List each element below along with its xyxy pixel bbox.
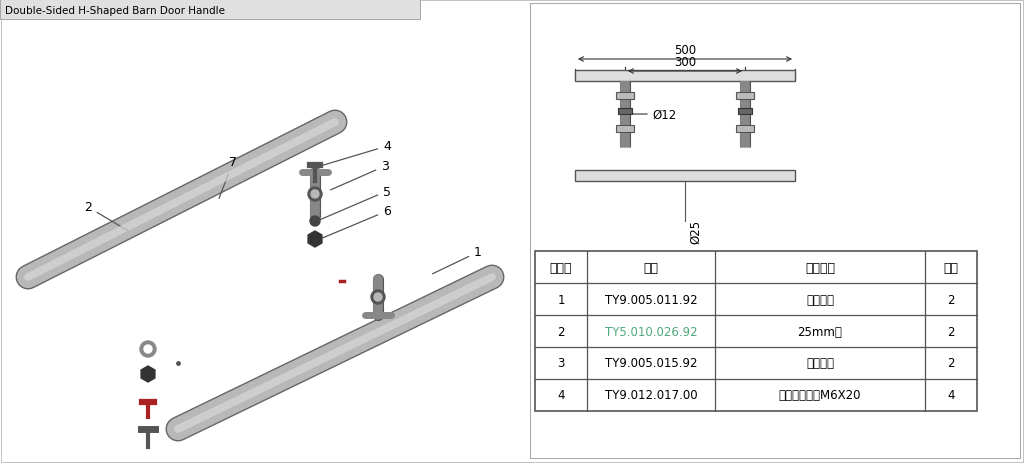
Text: Ø12: Ø12 <box>652 108 676 121</box>
Text: 扶手支架: 扶手支架 <box>806 357 834 369</box>
Text: 数量: 数量 <box>943 261 958 274</box>
Bar <box>575 171 795 181</box>
Text: 2: 2 <box>84 201 128 231</box>
Bar <box>738 109 752 115</box>
Bar <box>616 93 634 100</box>
Text: 300: 300 <box>674 56 696 69</box>
Text: 500: 500 <box>674 44 696 56</box>
Bar <box>530 4 1020 458</box>
Circle shape <box>308 188 322 201</box>
Circle shape <box>140 341 156 357</box>
Circle shape <box>310 217 321 226</box>
Text: 图样名称: 图样名称 <box>805 261 835 274</box>
Text: 4: 4 <box>557 388 565 401</box>
Bar <box>0 0 420 20</box>
Polygon shape <box>141 366 155 382</box>
Bar <box>575 71 795 82</box>
Text: 2: 2 <box>947 293 954 306</box>
Circle shape <box>371 290 385 304</box>
Text: TY9.012.017.00: TY9.012.017.00 <box>605 388 697 401</box>
Text: 3: 3 <box>557 357 564 369</box>
Text: Ø25: Ø25 <box>689 219 702 244</box>
Text: TY5.010.026.92: TY5.010.026.92 <box>605 325 697 338</box>
Text: TY9.005.015.92: TY9.005.015.92 <box>605 357 697 369</box>
Text: Double-Sided H-Shaped Barn Door Handle: Double-Sided H-Shaped Barn Door Handle <box>5 6 225 16</box>
Text: 2: 2 <box>557 325 565 338</box>
Text: 圆柱头内六角M6X20: 圆柱头内六角M6X20 <box>778 388 861 401</box>
Bar <box>618 109 632 115</box>
Text: 1: 1 <box>432 246 482 274</box>
Bar <box>736 126 754 133</box>
Circle shape <box>144 345 152 353</box>
Text: 7: 7 <box>219 156 237 199</box>
Text: 3: 3 <box>331 160 389 190</box>
Text: 25mm管: 25mm管 <box>798 325 843 338</box>
Text: 6: 6 <box>323 205 391 238</box>
Bar <box>535 251 977 411</box>
Circle shape <box>374 294 382 301</box>
Text: 扶手支架: 扶手支架 <box>806 293 834 306</box>
Polygon shape <box>308 232 322 247</box>
Circle shape <box>311 191 319 199</box>
Bar <box>616 126 634 133</box>
Text: 图号: 图号 <box>643 261 658 274</box>
Text: 4: 4 <box>319 140 391 167</box>
Bar <box>736 93 754 100</box>
Text: 4: 4 <box>947 388 954 401</box>
Text: 5: 5 <box>319 185 391 220</box>
Text: 项目号: 项目号 <box>550 261 572 274</box>
Text: TY9.005.011.92: TY9.005.011.92 <box>605 293 697 306</box>
Text: 2: 2 <box>947 325 954 338</box>
Text: 1: 1 <box>557 293 565 306</box>
Text: 2: 2 <box>947 357 954 369</box>
